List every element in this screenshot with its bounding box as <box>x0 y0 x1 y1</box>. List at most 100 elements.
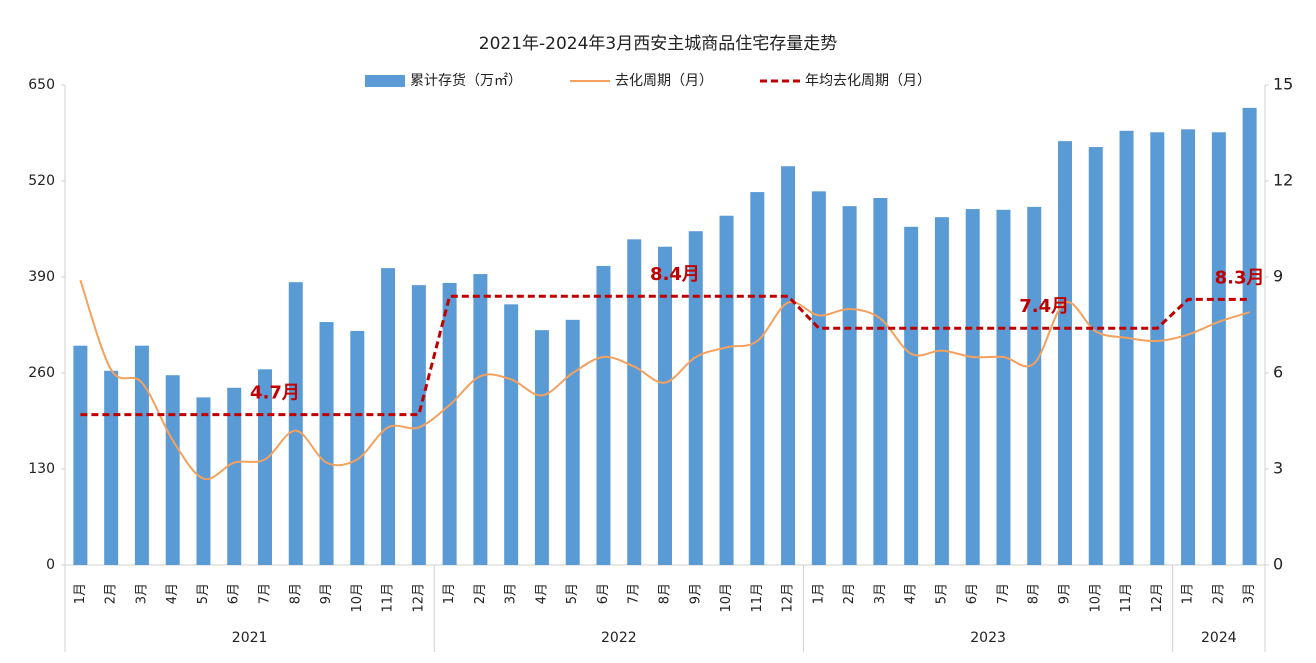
bar <box>534 330 549 565</box>
bar <box>688 231 703 565</box>
x-tick-label: 8月 <box>1027 583 1042 604</box>
x-tick-label: 2月 <box>842 583 857 604</box>
bar <box>288 282 303 565</box>
bar <box>73 345 88 565</box>
x-tick-label: 8月 <box>288 583 303 604</box>
bar <box>719 215 734 565</box>
x-tick-label: 9月 <box>688 583 703 604</box>
bar <box>134 345 149 565</box>
bar <box>196 397 211 565</box>
x-tick-label: 4月 <box>904 583 919 604</box>
line <box>79 279 1250 481</box>
x-tick-label: 2月 <box>473 583 488 604</box>
y2-tick-label: 6 <box>1273 363 1283 382</box>
bar <box>258 369 272 565</box>
legend-swatch <box>365 75 405 87</box>
bar <box>811 191 826 566</box>
y2-tick-label: 9 <box>1273 267 1283 286</box>
bar <box>873 197 888 565</box>
x-tick-label: 4月 <box>165 583 180 604</box>
annotation: 7.4月 <box>1019 296 1069 317</box>
x-tick-label: 3月 <box>504 583 519 604</box>
bar <box>1027 206 1042 565</box>
bar <box>1242 107 1257 566</box>
bar <box>596 265 611 565</box>
bar <box>627 239 642 566</box>
y-tick-label: 0 <box>46 557 55 573</box>
bar <box>565 319 580 565</box>
bar <box>750 192 765 566</box>
x-tick-label: 10月 <box>350 583 365 613</box>
bar <box>165 375 180 565</box>
x-tick-label: 2月 <box>1211 583 1226 604</box>
legend-label: 年均去化周期（月） <box>805 73 931 89</box>
chart-title: 2021年-2024年3月西安主城商品住宅存量走势 <box>479 34 837 54</box>
x-tick-label: 7月 <box>996 583 1011 604</box>
x-tick-label: 10月 <box>719 583 734 613</box>
x-tick-label: 11月 <box>750 583 765 613</box>
x-tick-label: 2月 <box>104 583 119 604</box>
y2-tick-label: 15 <box>1273 75 1293 94</box>
y2-tick-label: 0 <box>1273 555 1283 574</box>
x-tick-label: 7月 <box>258 583 273 604</box>
x-tick-label: 4月 <box>534 583 549 604</box>
bar <box>934 217 949 565</box>
group-label: 2023 <box>970 630 1006 646</box>
bar <box>504 304 519 565</box>
bar <box>227 387 242 565</box>
x-tick-label: 11月 <box>1119 583 1134 613</box>
bar <box>411 285 426 565</box>
y-tick-label: 650 <box>28 77 55 93</box>
x-tick-label: 10月 <box>1088 583 1103 613</box>
x-tick-label: 9月 <box>1058 583 1073 604</box>
x-tick-label: 12月 <box>781 583 796 613</box>
x-tick-label: 6月 <box>596 583 611 604</box>
y-tick-label: 390 <box>28 269 55 285</box>
x-tick-label: 6月 <box>227 583 242 604</box>
x-tick-label: 5月 <box>196 583 211 604</box>
bar <box>965 209 980 566</box>
x-tick-label: 1月 <box>442 583 457 604</box>
x-tick-label: 9月 <box>319 583 334 604</box>
x-tick-label: 5月 <box>565 583 580 604</box>
bar <box>658 246 672 565</box>
group-label: 2021 <box>232 630 268 646</box>
legend-label: 累计存货（万㎡） <box>410 72 522 89</box>
bar <box>104 370 119 565</box>
x-tick-label: 3月 <box>1242 583 1257 604</box>
y-tick-label: 130 <box>28 461 55 477</box>
x-tick-label: 7月 <box>627 583 642 604</box>
annotation: 8.3月 <box>1215 267 1265 288</box>
bar <box>473 274 488 565</box>
group-label: 2022 <box>601 630 637 646</box>
bar <box>1058 141 1072 565</box>
bar <box>996 209 1011 566</box>
legend-label: 去化周期（月） <box>615 73 713 89</box>
annotation: 4.7月 <box>250 383 300 404</box>
bar <box>381 268 396 565</box>
y-tick-label: 260 <box>28 365 55 381</box>
bar <box>904 226 919 566</box>
x-tick-label: 1月 <box>1181 583 1196 604</box>
bar <box>842 206 857 565</box>
x-tick-label: 3月 <box>134 583 149 604</box>
bar <box>442 282 457 565</box>
bar <box>1211 132 1226 565</box>
x-tick-label: 12月 <box>1150 583 1165 613</box>
x-tick-label: 5月 <box>934 583 949 604</box>
line <box>80 294 1250 417</box>
bar <box>1150 132 1165 565</box>
x-tick-label: 12月 <box>411 583 426 613</box>
x-tick-label: 6月 <box>965 583 980 604</box>
bar <box>350 330 365 565</box>
x-tick-label: 11月 <box>381 583 396 613</box>
bar <box>319 322 334 565</box>
y2-tick-label: 3 <box>1273 459 1283 478</box>
y-tick-label: 520 <box>28 173 55 189</box>
bar <box>1119 130 1134 566</box>
x-tick-label: 3月 <box>873 583 888 604</box>
x-tick-label: 1月 <box>73 583 88 604</box>
y2-tick-label: 12 <box>1273 171 1293 190</box>
x-tick-label: 8月 <box>658 583 673 604</box>
group-label: 2024 <box>1201 630 1237 646</box>
